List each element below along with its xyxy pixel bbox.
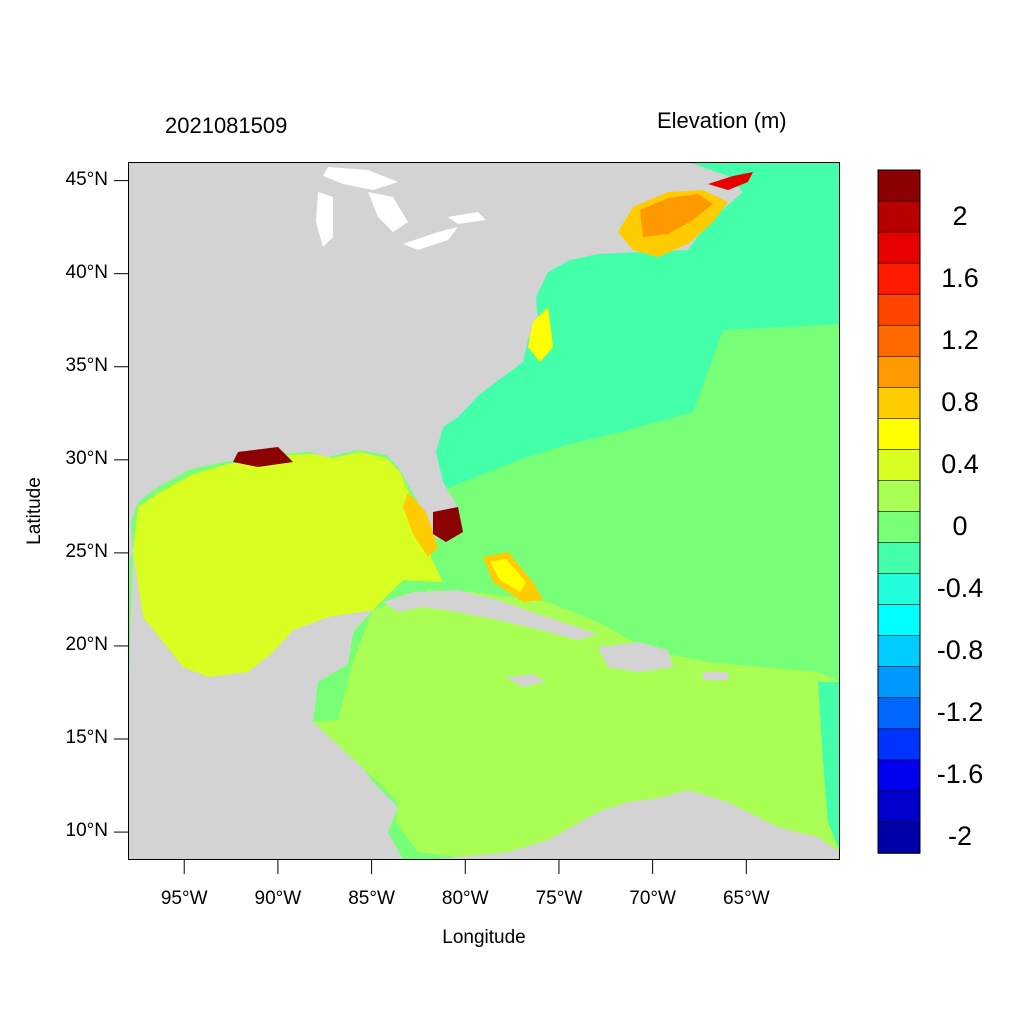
- lake-superior: [323, 167, 398, 190]
- colorbar-border: [877, 169, 921, 854]
- colorbar-label: 2: [952, 200, 968, 231]
- colorbar-bin: [877, 821, 921, 854]
- colorbar-label: 0.4: [941, 448, 979, 479]
- colorbar-bin: [877, 355, 921, 389]
- colorbar-bin: [877, 759, 921, 792]
- colorbar-label: 1.6: [941, 262, 979, 293]
- colorbar-bin: [877, 511, 921, 544]
- lake-michigan: [316, 192, 333, 247]
- colorbar-bin: [877, 449, 921, 482]
- x-tick-label: 80°W: [441, 888, 489, 909]
- map-border: [128, 162, 840, 860]
- colorbar-bin: [877, 604, 921, 637]
- colorbar-label: -0.4: [936, 573, 984, 604]
- x-tick-label: 90°W: [254, 888, 302, 909]
- colorbar-bin: [877, 666, 921, 699]
- colorbar-bin: [877, 542, 921, 575]
- lake-huron: [368, 192, 408, 232]
- colorbar-bin: [877, 169, 921, 202]
- colorbar-bin: [877, 200, 921, 233]
- surge-bay-of-fundy: [708, 172, 753, 190]
- land-cuba: [383, 590, 598, 640]
- y-tick-label: 30°N: [65, 447, 108, 469]
- surge-bahamas-inner: [490, 559, 526, 592]
- colorbar-bin: [877, 293, 921, 327]
- colorbar-bin: [877, 573, 921, 606]
- land-south-america: [428, 790, 840, 860]
- colorbar-label: 0.8: [941, 386, 979, 417]
- colorbar-bin: [877, 231, 921, 264]
- land-jamaica: [506, 674, 546, 687]
- colorbar-label: -1.2: [936, 697, 984, 728]
- x-tick-label: 95°W: [160, 888, 208, 909]
- colorbar-bin: [877, 262, 921, 295]
- variable-title: Elevation (m): [657, 108, 787, 133]
- land-hispaniola: [598, 642, 673, 672]
- land-north-america: [128, 162, 743, 562]
- colorbar-label: -2: [947, 821, 972, 852]
- y-axis-title: Latitude: [24, 477, 45, 545]
- ocean-caribbean: [313, 590, 840, 857]
- ocean-gulf-of-mexico: [133, 452, 443, 677]
- ocean-eastern-shelf: [818, 682, 840, 852]
- colorbar-label: -0.8: [936, 635, 984, 666]
- x-tick-label: 70°W: [629, 888, 676, 909]
- lake-erie: [403, 227, 458, 250]
- lake-ontario: [448, 212, 486, 224]
- y-tick-label: 20°N: [65, 633, 108, 655]
- x-tick-label: 75°W: [535, 888, 583, 909]
- colorbar-bin: [877, 728, 921, 761]
- colorbar-label: 0: [952, 511, 968, 542]
- y-tick-label: 15°N: [65, 727, 108, 748]
- y-tick-label: 25°N: [65, 540, 108, 562]
- land-central-america: [128, 552, 403, 860]
- land-puerto-rico: [703, 672, 728, 680]
- colorbar-bin: [877, 387, 921, 420]
- colorbar-bin: [877, 418, 921, 451]
- colorbar-bin: [877, 480, 921, 513]
- map-panel: [128, 162, 840, 860]
- elevation-map: [128, 162, 840, 860]
- x-tick-label: 85°W: [348, 888, 395, 909]
- colorbar-bin: [877, 324, 921, 358]
- timestamp-title: 2021081509: [165, 113, 288, 138]
- y-tick-label: 10°N: [65, 820, 108, 842]
- colorbar-bin: [877, 790, 921, 823]
- colorbar-label: -1.6: [936, 759, 984, 790]
- surge-carolina-coast: [528, 307, 553, 362]
- surge-gulf-of-maine-core: [640, 194, 713, 237]
- y-tick-label: 45°N: [65, 168, 108, 190]
- surge-southwest-florida: [433, 507, 463, 542]
- y-tick-label: 35°N: [65, 354, 108, 376]
- colorbar-bin: [877, 697, 921, 730]
- y-tick-label: 40°N: [65, 261, 108, 283]
- x-axis-title: Longitude: [442, 927, 526, 948]
- colorbar-bin: [877, 635, 921, 668]
- colorbar-label: 1.2: [941, 324, 979, 355]
- surge-west-florida-shelf: [403, 492, 438, 557]
- x-tick-label: 65°W: [722, 888, 770, 909]
- surge-louisiana-coast: [233, 447, 293, 467]
